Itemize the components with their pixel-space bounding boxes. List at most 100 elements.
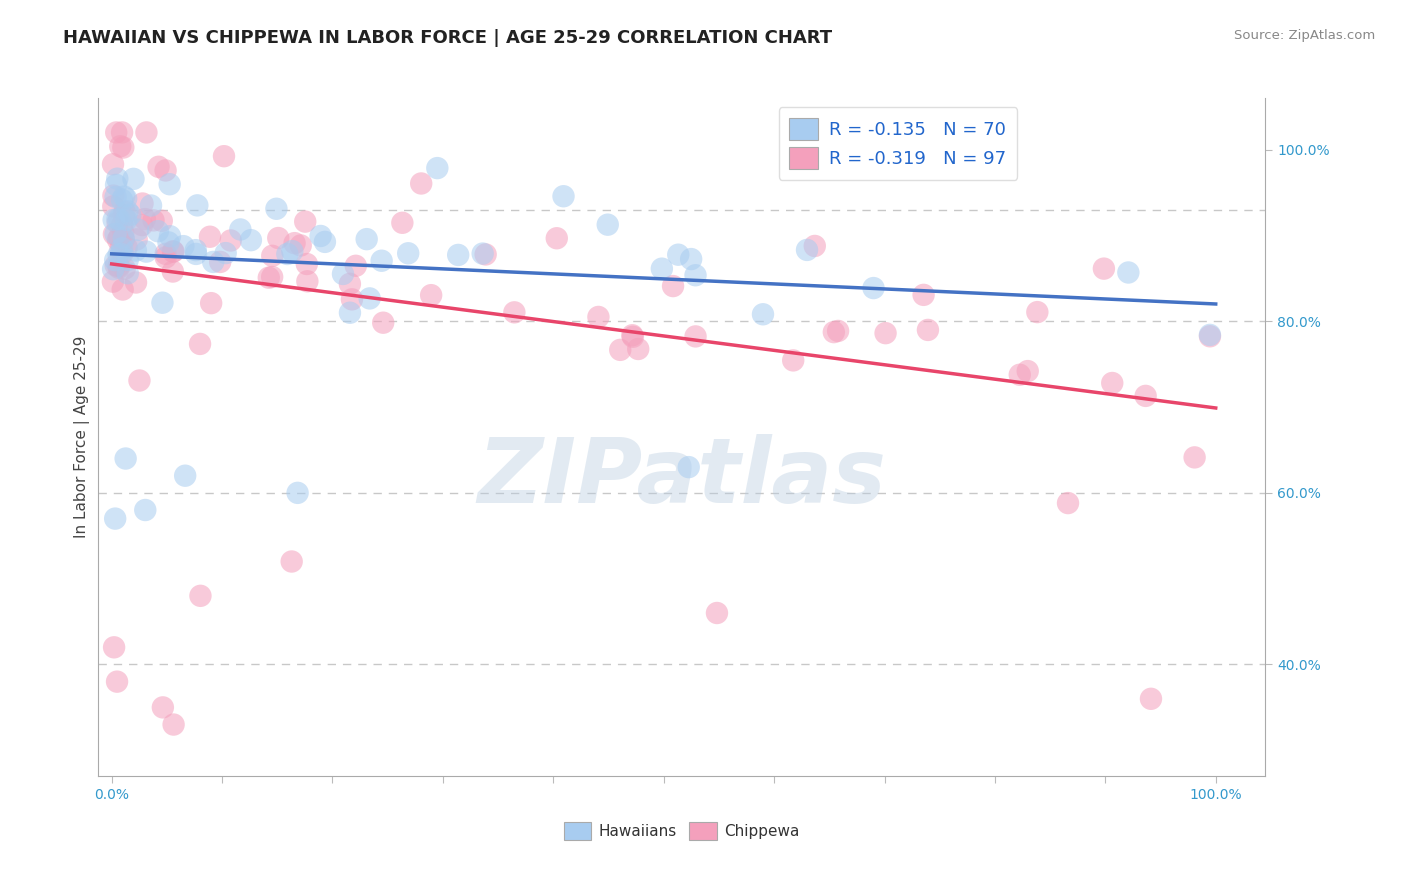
Point [621, 330, 644, 344]
Point [666, 248, 689, 262]
Point [1140, 691, 1163, 706]
Point [103, 213, 125, 227]
Point [294, 214, 316, 228]
Point [262, 249, 284, 263]
Point [420, 288, 443, 302]
Point [339, 277, 361, 291]
Point [104, 258, 127, 272]
Point [287, 486, 309, 500]
Point [131, 196, 153, 211]
Point [391, 216, 413, 230]
Point [115, 192, 138, 206]
Point [111, 125, 134, 139]
Point [782, 353, 804, 368]
Point [107, 212, 129, 227]
Point [546, 231, 568, 245]
Point [200, 296, 222, 310]
Point [267, 231, 290, 245]
Point [280, 554, 302, 568]
Point [229, 222, 252, 236]
Point [112, 231, 135, 245]
Point [157, 235, 180, 250]
Point [340, 293, 363, 307]
Point [162, 244, 184, 259]
Point [155, 251, 177, 265]
Point [134, 212, 156, 227]
Point [356, 232, 378, 246]
Point [290, 238, 312, 252]
Point [159, 229, 181, 244]
Point [752, 307, 775, 321]
Point [503, 305, 526, 319]
Point [471, 246, 494, 260]
Y-axis label: In Labor Force | Age 25-29: In Labor Force | Age 25-29 [75, 336, 90, 538]
Point [188, 337, 211, 351]
Point [155, 247, 177, 261]
Point [107, 233, 129, 247]
Point [295, 257, 318, 271]
Point [125, 244, 148, 258]
Point [111, 246, 134, 260]
Point [215, 246, 238, 260]
Point [651, 261, 673, 276]
Point [101, 275, 124, 289]
Point [1057, 496, 1080, 510]
Point [105, 171, 128, 186]
Point [152, 700, 174, 714]
Point [107, 248, 129, 262]
Point [114, 451, 136, 466]
Point [1092, 261, 1115, 276]
Point [104, 253, 127, 268]
Point [1101, 376, 1123, 390]
Point [447, 248, 470, 262]
Point [266, 202, 288, 216]
Point [685, 268, 707, 283]
Point [128, 374, 150, 388]
Point [111, 193, 134, 207]
Point [827, 324, 849, 338]
Point [284, 236, 307, 251]
Point [823, 325, 845, 339]
Point [107, 260, 129, 275]
Point [134, 503, 156, 517]
Point [174, 468, 197, 483]
Text: ZIPatlas: ZIPatlas [478, 434, 886, 522]
Point [105, 125, 128, 139]
Point [115, 240, 138, 254]
Point [339, 306, 361, 320]
Point [122, 172, 145, 186]
Point [314, 235, 336, 249]
Point [212, 149, 235, 163]
Point [108, 230, 131, 244]
Point [162, 264, 184, 278]
Point [332, 267, 354, 281]
Point [685, 329, 707, 343]
Point [276, 247, 298, 261]
Point [111, 283, 134, 297]
Point [681, 252, 703, 266]
Point [875, 326, 897, 340]
Point [706, 606, 728, 620]
Point [198, 229, 221, 244]
Legend: Hawaiians, Chippewa: Hawaiians, Chippewa [558, 815, 806, 847]
Point [108, 212, 131, 227]
Point [131, 218, 153, 232]
Point [101, 157, 124, 171]
Point [627, 342, 650, 356]
Point [359, 292, 381, 306]
Point [184, 243, 207, 257]
Point [553, 189, 575, 203]
Point [155, 163, 177, 178]
Point [373, 316, 395, 330]
Point [662, 279, 685, 293]
Point [111, 218, 134, 232]
Point [117, 266, 139, 280]
Point [159, 178, 181, 192]
Point [103, 188, 125, 202]
Point [1199, 327, 1222, 342]
Point [396, 246, 419, 260]
Point [281, 244, 304, 259]
Point [239, 233, 262, 247]
Point [162, 244, 184, 259]
Point [596, 218, 619, 232]
